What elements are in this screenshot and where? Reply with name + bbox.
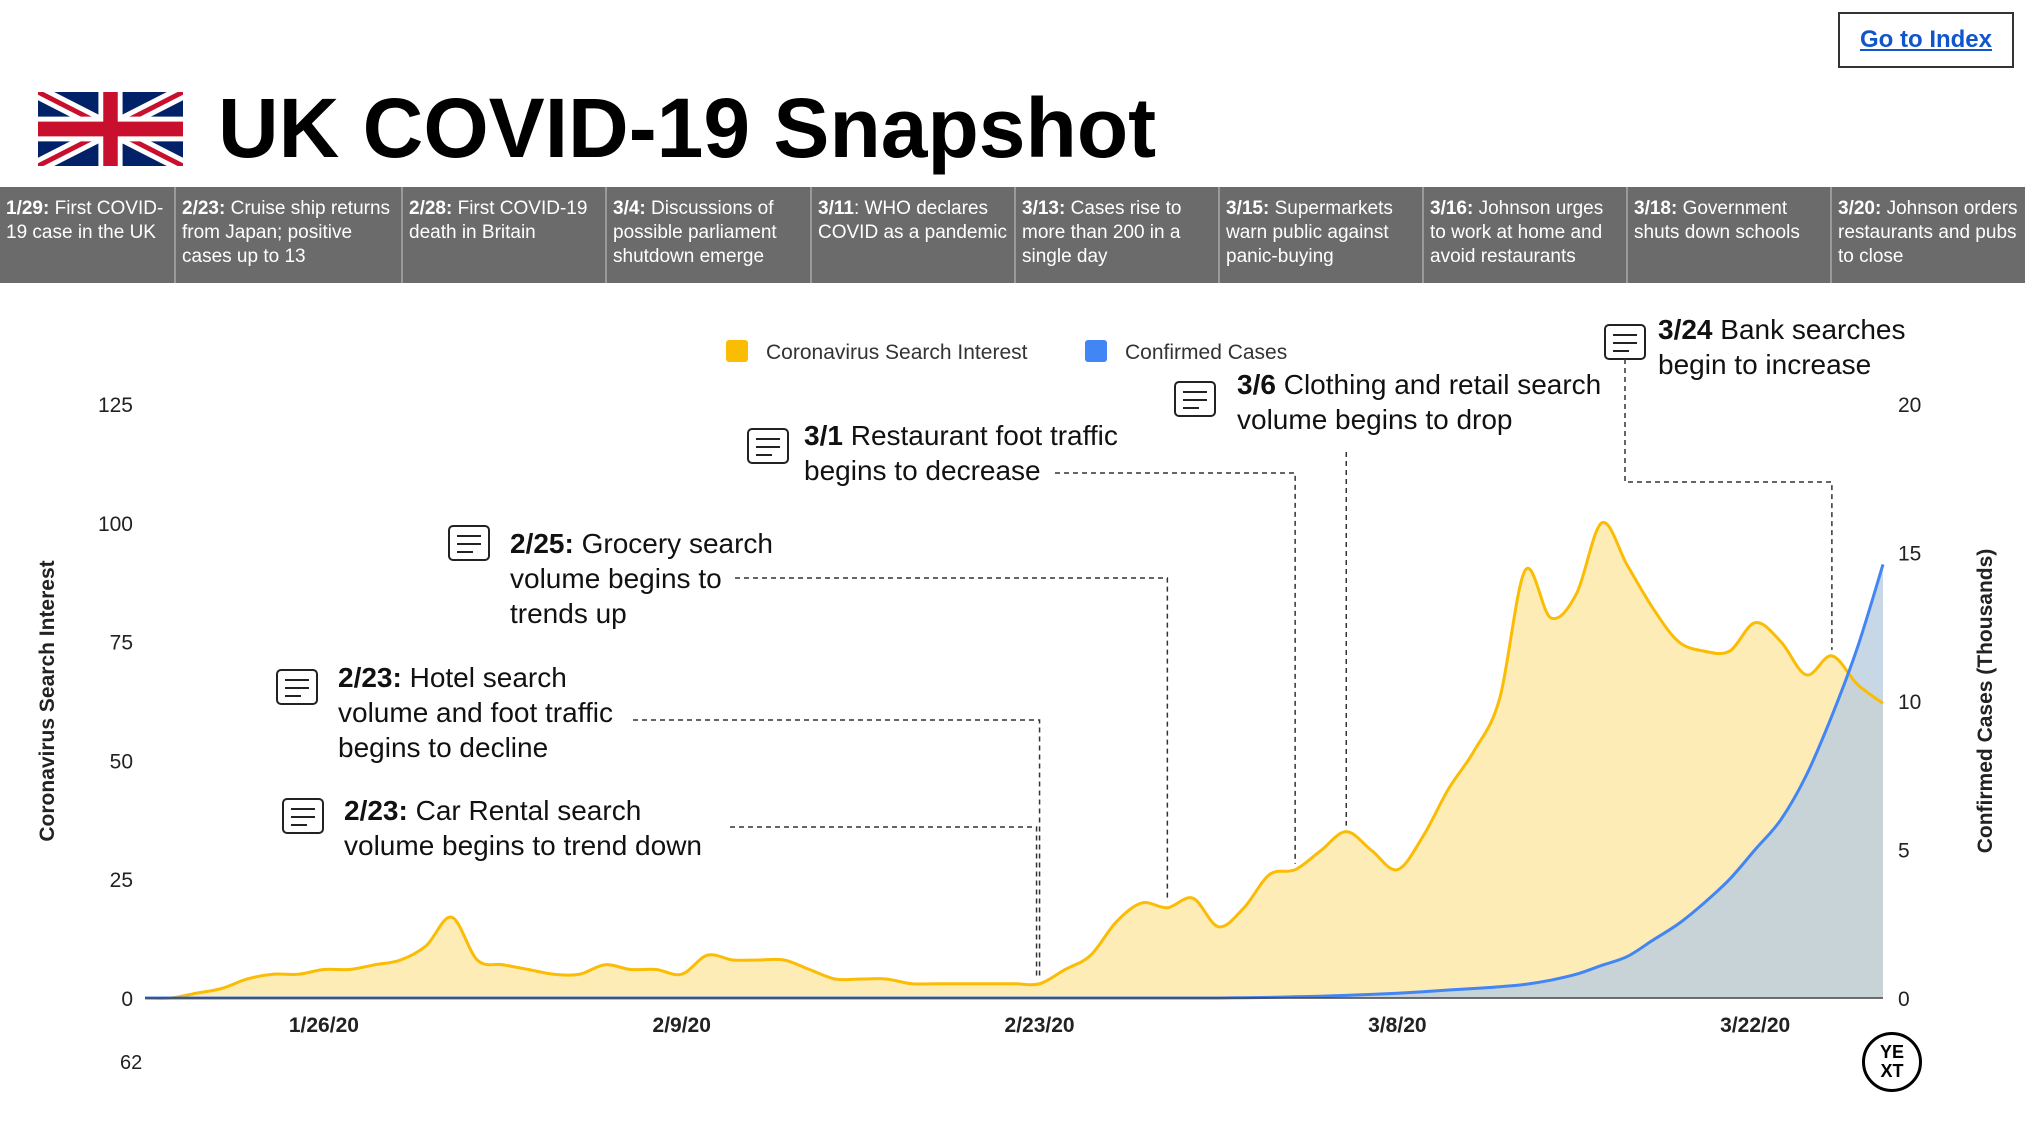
annotation-leader-line (735, 577, 1169, 902)
slide-number: 62 (120, 1052, 143, 1074)
y-right-tick-label: 0 (1898, 988, 1910, 1011)
timeline-item: 3/18: Government shuts down schools (1628, 187, 1832, 283)
page-title: UK COVID-19 Snapshot (218, 81, 1157, 175)
x-tick-label: 2/23/20 (1005, 1014, 1075, 1037)
y-right-tick-label: 15 (1898, 543, 1921, 566)
annotation-leader-line (1055, 472, 1296, 864)
annotation-text: volume begins to drop (1237, 404, 1513, 435)
annotation-text: 2/23: Hotel search (338, 662, 567, 693)
timeline-item: 2/23: Cruise ship returns from Japan; po… (176, 187, 403, 283)
y-right-tick-label: 10 (1898, 691, 1921, 714)
y-right-tick-label: 5 (1898, 840, 1910, 863)
annotation-leader-line (633, 719, 1041, 978)
timeline-item: 1/29: First COVID-19 case in the UK (0, 187, 176, 283)
hotel-icon (276, 669, 318, 705)
annotation-text: 3/24 Bank searches (1658, 314, 1906, 345)
annotation-leader-line (730, 826, 1038, 978)
annotation-leader-line (1624, 359, 1833, 650)
y-right-tick-label: 20 (1898, 394, 1921, 417)
legend-label: Confirmed Cases (1125, 341, 1287, 364)
y-tick-label: 25 (110, 869, 133, 892)
covid-chart: 0 25 50 75 100 125 0 5 10 15 20 1/26/20 2/9/20 2/23/2… (36, 314, 1997, 1037)
x-tick-label: 3/22/20 (1720, 1014, 1790, 1037)
y-tick-label: 100 (98, 513, 133, 536)
timeline-item: 3/16: Johnson urges to work at home and … (1424, 187, 1628, 283)
timeline-bar: 1/29: First COVID-19 case in the UK 2/23… (0, 187, 2025, 283)
restaurant-icon (747, 428, 789, 464)
timeline-item: 2/28: First COVID-19 death in Britain (403, 187, 607, 283)
timeline-item: 3/20: Johnson orders restaurants and pub… (1838, 198, 2018, 267)
go-to-index-link[interactable]: Go to Index (1838, 12, 2014, 68)
car-rental-icon (282, 798, 324, 834)
yext-logo: YE XT (1862, 1032, 1922, 1092)
y-tick-label: 75 (110, 632, 133, 655)
y-right-axis-title: Confirmed Cases (Thousands) (1974, 549, 1997, 854)
timeline-item: 3/4: Discussions of possible parliament … (607, 187, 812, 283)
annotation-text: trends up (510, 598, 627, 629)
timeline-item: 3/15: Supermarkets warn public against p… (1220, 187, 1424, 283)
annotation-text: begins to decline (338, 732, 548, 763)
annotation-text: volume begins to trend down (344, 830, 702, 861)
search-interest-line (144, 521, 1884, 1000)
clothing-icon (1174, 381, 1216, 417)
x-tick-label: 3/8/20 (1368, 1014, 1426, 1037)
annotation-text: 2/25: Grocery search (510, 528, 773, 559)
legend-swatch (726, 340, 748, 362)
y-tick-label: 125 (98, 394, 133, 417)
confirmed-cases-area (145, 564, 1883, 999)
annotation-text: 3/6 Clothing and retail search (1237, 369, 1601, 400)
timeline-item: 3/13: Cases rise to more than 200 in a s… (1016, 187, 1220, 283)
y-tick-label: 50 (110, 750, 133, 773)
annotation-text: volume begins to (510, 563, 722, 594)
legend-label: Coronavirus Search Interest (766, 341, 1028, 364)
y-axis-title: Coronavirus Search Interest (36, 560, 59, 841)
legend-swatch (1085, 340, 1107, 362)
annotation-text: volume and foot traffic (338, 697, 613, 728)
annotation-text: 3/1 Restaurant foot traffic (804, 420, 1118, 451)
shopping-cart-icon (448, 525, 490, 561)
annotation-text: begins to decrease (804, 455, 1041, 486)
uk-flag-icon (38, 92, 183, 166)
search-interest-area (145, 522, 1883, 999)
y-tick-label: 0 (121, 988, 133, 1011)
bank-icon (1604, 324, 1646, 360)
x-tick-label: 2/9/20 (653, 1014, 711, 1037)
timeline-item: 3/11: WHO declares COVID as a pandemic (812, 187, 1016, 283)
x-tick-label: 1/26/20 (289, 1014, 359, 1037)
annotation-text: 2/23: Car Rental search (344, 795, 641, 826)
annotation-text: begin to increase (1658, 349, 1871, 380)
